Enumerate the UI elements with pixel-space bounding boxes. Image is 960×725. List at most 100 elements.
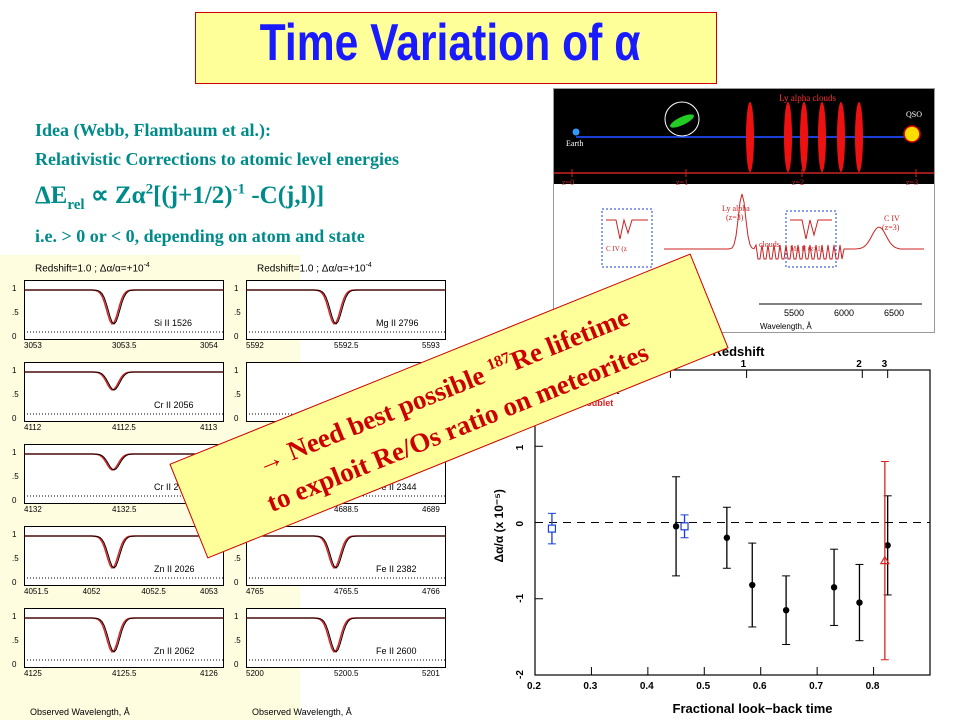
y-tick-label: -2	[515, 670, 526, 679]
x-tick-label: 4765.5	[334, 587, 359, 596]
y-tick-label: 1	[234, 366, 239, 375]
x-tick-label: 5201	[422, 669, 440, 678]
y-tick-label: -1	[515, 593, 526, 602]
spectrum-panel	[246, 608, 446, 668]
x-tick-label: 4113	[200, 423, 218, 432]
spectral-line-label: Si II 1526	[154, 318, 193, 328]
panel-frame	[24, 608, 224, 668]
spectral-line-label: Fe II 2600	[376, 646, 417, 656]
ly-cloud	[855, 102, 863, 172]
x-tick-label: 4112.5	[112, 423, 136, 432]
redshift-ticks: z=0 z=1 z=2 z=3	[562, 169, 918, 187]
data-point	[723, 534, 731, 541]
wl-tick-5500: 5500	[784, 308, 804, 318]
civ-right-line2: (z=3)	[882, 223, 900, 232]
qso-spectrum	[664, 193, 924, 260]
panel-frame	[246, 526, 446, 586]
y-tick-label: .5	[12, 308, 19, 317]
x-tick-label: 5200.5	[334, 669, 359, 678]
ly-cloud	[784, 102, 792, 172]
ly-alpha-clouds	[746, 102, 863, 172]
x-tick-label: 3053.5	[112, 341, 137, 350]
x-tick-label: 4132.5	[112, 505, 137, 514]
y-tick-label: 0	[12, 496, 17, 505]
x-tick-label: 4126	[200, 669, 218, 678]
y-tick-label: 0	[12, 414, 17, 423]
observed-profile	[24, 617, 224, 653]
data-point	[782, 606, 790, 614]
formula-delta: ΔE	[35, 182, 68, 209]
wl-label: Wavelength, Å	[760, 322, 812, 331]
lya-label-line1: Ly alpha	[722, 204, 750, 213]
x-tick-label: 4051.5	[24, 587, 49, 596]
x-tick-label: 4052.5	[141, 587, 166, 596]
spectrum-panel	[24, 608, 224, 668]
civ-right-line1: C IV	[884, 214, 900, 223]
y-tick-label: .5	[12, 554, 19, 563]
x-tick-label: 5593	[422, 341, 440, 350]
observed-profile	[246, 617, 446, 653]
z-label: z=3	[906, 178, 918, 187]
x-tick-label: 4689	[422, 505, 440, 514]
data-point	[547, 524, 557, 533]
spectrum-panel	[246, 280, 446, 340]
ly-clouds-label: Ly alpha clouds	[779, 93, 836, 103]
y-tick-label: .5	[12, 390, 19, 399]
spectra-header-exp: -4	[143, 262, 150, 269]
idea-line: Idea (Webb, Flambaum et al.):	[35, 120, 271, 140]
z-label: z=2	[792, 178, 804, 187]
y-axis-label: Δα/α (x 10⁻⁵)	[492, 489, 506, 562]
ly-cloud	[837, 102, 845, 172]
spectrum-svg	[24, 362, 224, 422]
ly-cloud	[800, 102, 808, 172]
y-tick-label: 1	[234, 612, 239, 621]
relativistic-line: Relativistic Corrections to atomic level…	[35, 149, 400, 169]
qso-diagram-svg: Ly alpha clouds Earth QSO z=0 z=1 z=2 z=3 L…	[554, 89, 934, 331]
y-tick-label: 0	[12, 578, 17, 587]
mgii-inset-spectrum	[790, 219, 832, 240]
x-tick-label: 0.8	[866, 681, 880, 692]
civ-inset-spectrum	[606, 218, 648, 240]
alpha-variation-chart: Redshift0.61230.20.30.40.50.60.70.8-2-10…	[480, 340, 950, 720]
spectral-line-label: Fe II 2344	[376, 482, 417, 492]
spectral-line-label: Zn II 2026	[154, 564, 195, 574]
title-box	[195, 12, 717, 84]
x-tick-label: 0.4	[640, 681, 654, 692]
civ-inset	[601, 208, 653, 268]
earth-icon	[572, 128, 580, 136]
x-tick-label: 0.2	[527, 681, 541, 692]
x-tick-label: 0.5	[696, 681, 710, 692]
observed-profile	[24, 535, 224, 569]
formula-sq: 2	[145, 181, 154, 198]
top-tick-label: 2	[856, 359, 862, 370]
observed-profile	[246, 535, 446, 569]
y-tick-label: .5	[234, 636, 241, 645]
y-tick-label: 1	[12, 530, 17, 539]
wl-tick-6500: 6500	[884, 308, 904, 318]
observed-profile	[24, 289, 224, 325]
y-tick-label: .5	[12, 472, 19, 481]
observed-profile	[246, 289, 446, 325]
mgii-inset	[785, 210, 837, 268]
x-tick-label: 0.3	[583, 681, 597, 692]
clouds-label: clouds	[759, 240, 780, 249]
spectrum-svg	[24, 608, 224, 668]
data-point	[879, 555, 890, 565]
x-tick-label: 5200	[246, 669, 264, 678]
spectral-line-label: Zn II 2062	[154, 646, 195, 656]
x-tick-label: 4688.5	[334, 505, 359, 514]
lya-label-line2: (z=3)	[726, 213, 744, 222]
spectra-header: Redshift=1.0 ; Δα/α=+10-4	[35, 262, 150, 275]
spectrum-svg	[246, 526, 446, 586]
formula: ΔErel ∝ Zα2[(j+1/2)-1 -C(j,l)]	[35, 180, 324, 214]
y-tick-label: 1	[234, 284, 239, 293]
data-point	[884, 542, 891, 549]
formula-tail: -C(j,l)]	[251, 182, 325, 209]
spectrum-panel	[24, 362, 224, 422]
mgii-label: Mg II (z=1)	[790, 245, 824, 253]
y-tick-label: 0	[515, 521, 526, 527]
model-profile	[24, 371, 224, 391]
formula-prop: ∝ Zα	[90, 182, 146, 209]
formula-mid: [(j+1/2)	[153, 182, 233, 209]
y-tick-label: 1	[12, 284, 17, 293]
